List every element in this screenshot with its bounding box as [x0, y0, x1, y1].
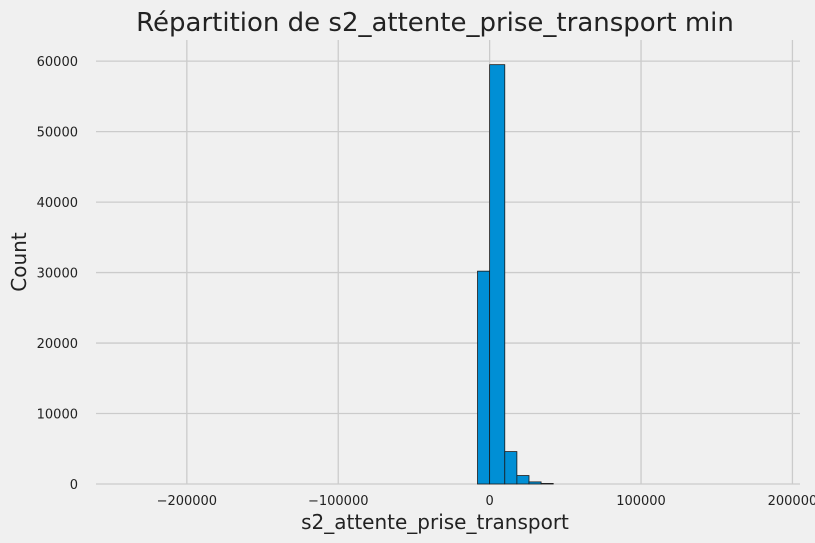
y-tick-label: 40000 — [37, 196, 78, 211]
histogram-bar — [504, 451, 518, 485]
y-tick-label: 10000 — [37, 408, 78, 423]
x-tick-label: −200000 — [157, 494, 218, 509]
grid-layer — [96, 40, 800, 485]
histogram-bar — [477, 270, 491, 485]
histogram-bar — [489, 64, 506, 485]
chart-title: Répartition de s2_attente_prise_transpor… — [136, 8, 734, 38]
x-tick-label: 100000 — [616, 494, 666, 509]
histogram-bar — [540, 483, 554, 485]
histogram-bar — [516, 475, 530, 485]
y-tick-label: 50000 — [37, 126, 78, 141]
y-tick-label: 20000 — [37, 337, 78, 352]
x-tick-label: 200000 — [768, 494, 815, 509]
x-tick-label: 0 — [485, 494, 493, 509]
y-axis-label: Count — [7, 232, 31, 292]
x-tick-label: −100000 — [308, 494, 369, 509]
y-tick-labels: 0 10000 20000 30000 40000 50000 60000 — [37, 55, 78, 493]
x-axis-label: s2_attente_prise_transport — [301, 510, 569, 534]
histogram-bar — [528, 481, 542, 485]
y-tick-label: 30000 — [37, 267, 78, 282]
y-tick-label: 0 — [70, 478, 78, 493]
x-tick-labels: −200000 −100000 0 100000 200000 — [157, 494, 815, 509]
bars-layer — [477, 64, 554, 485]
y-tick-label: 60000 — [37, 55, 78, 70]
